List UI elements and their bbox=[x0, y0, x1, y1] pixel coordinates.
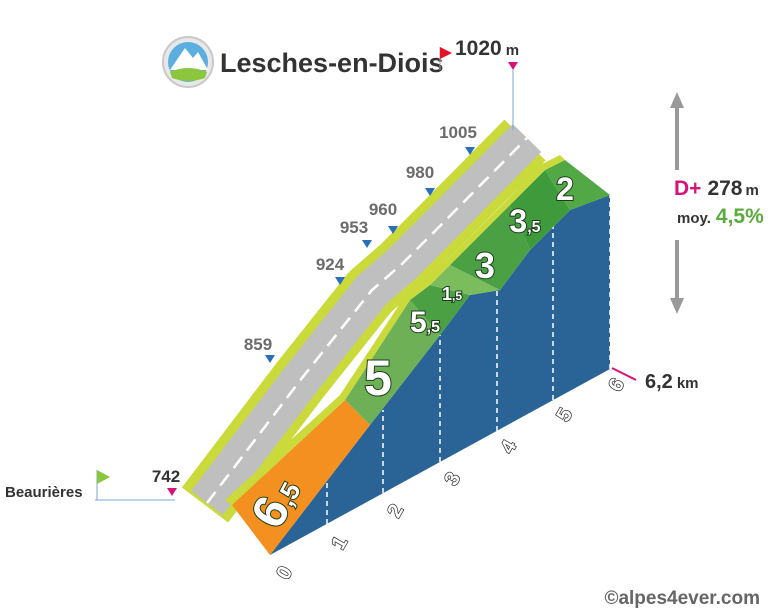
summit-unit: m bbox=[506, 42, 519, 59]
arrow-head bbox=[670, 298, 684, 314]
copyright: ©alpes4ever.com bbox=[604, 588, 760, 609]
logo-mountain bbox=[170, 48, 208, 70]
gradient-band bbox=[450, 205, 530, 290]
summit-flag bbox=[440, 47, 452, 59]
road-centerline bbox=[206, 137, 528, 504]
title: Lesches-en-Diois bbox=[220, 48, 444, 78]
average-label: moy. bbox=[677, 210, 711, 227]
km-tick-label: 5 bbox=[552, 405, 577, 426]
gradient-label: 2 bbox=[556, 171, 574, 207]
km-dividers bbox=[326, 195, 611, 524]
distance-leader bbox=[611, 367, 637, 381]
green-edge bbox=[225, 155, 565, 505]
gradient-main: 2 bbox=[556, 171, 574, 207]
gradient-main: 1 bbox=[442, 284, 452, 304]
altitude-label: 859 bbox=[244, 335, 272, 354]
distance-value: 6,2 bbox=[645, 371, 673, 393]
gradient-band bbox=[430, 265, 500, 295]
altitude-markers bbox=[265, 147, 475, 363]
gradient-band bbox=[232, 400, 370, 555]
start-flag bbox=[97, 470, 110, 484]
start-altitude: 742 bbox=[152, 467, 180, 486]
gradient-sub: ,5 bbox=[527, 219, 540, 236]
gradient-sub: ,5 bbox=[452, 289, 462, 303]
altitude-label: 960 bbox=[369, 200, 397, 219]
km-tick-label: 1 bbox=[327, 533, 352, 554]
altitude-marker bbox=[167, 488, 177, 496]
gradient-band bbox=[345, 300, 440, 425]
gain-label: D+ bbox=[674, 177, 701, 200]
gradient-band bbox=[545, 160, 610, 210]
altitude-label: 953 bbox=[340, 218, 368, 237]
km-tick-label: 6 bbox=[604, 375, 629, 396]
gain-value: 278 bbox=[707, 177, 742, 200]
gain: D+ 278 m bbox=[674, 177, 759, 200]
gradient-sub: ,5 bbox=[427, 319, 440, 336]
start-name: Beaurières bbox=[5, 484, 83, 501]
distance: 6,2 km bbox=[645, 371, 699, 393]
gradient-label: 5,5 bbox=[410, 306, 440, 339]
gradient-label: 3 bbox=[475, 245, 495, 286]
km-tick-label: 0 bbox=[272, 563, 297, 584]
altitude-label: 1005 bbox=[439, 123, 477, 142]
gradient-label: 3,5 bbox=[509, 203, 540, 239]
km-tick-label: 4 bbox=[496, 436, 521, 457]
gradient-main: 3 bbox=[509, 203, 527, 239]
altitude-label: 924 bbox=[316, 255, 345, 274]
arrow-head bbox=[670, 92, 684, 108]
gradient-main: 3 bbox=[475, 245, 495, 286]
average-value: 4,5% bbox=[716, 205, 764, 228]
gradient-main: 5 bbox=[410, 306, 427, 339]
gradient-label: 1,5 bbox=[442, 284, 462, 304]
distance-unit: km bbox=[677, 375, 699, 392]
km-tick-label: 2 bbox=[383, 501, 408, 522]
side-face bbox=[270, 195, 610, 555]
altitude-marker bbox=[508, 62, 518, 70]
gradient-band bbox=[410, 285, 470, 335]
logo-grass bbox=[170, 68, 207, 81]
km-tick-label: 3 bbox=[440, 469, 465, 490]
summit-altitude: 1020 m bbox=[455, 37, 519, 60]
gradient-main: 5 bbox=[364, 350, 392, 406]
gain-unit: m bbox=[745, 182, 758, 199]
average: moy. 4,5% bbox=[677, 205, 764, 228]
summit-value: 1020 bbox=[455, 37, 502, 60]
altitude-label: 980 bbox=[406, 163, 434, 182]
gradient-label: 5 bbox=[364, 350, 392, 406]
